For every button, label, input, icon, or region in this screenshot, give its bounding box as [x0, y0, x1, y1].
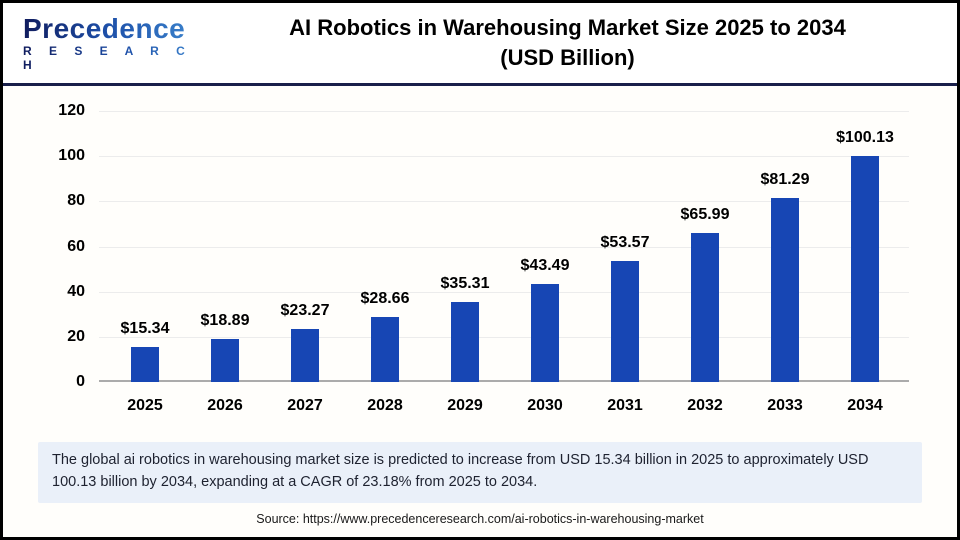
- bar-2030: [531, 283, 559, 382]
- gridline-20: [99, 336, 909, 338]
- x-tick-label-2025: 2025: [127, 397, 163, 414]
- bar-2031: [611, 261, 639, 382]
- bar-2033: [771, 198, 799, 382]
- x-tick-label-2033: 2033: [767, 397, 803, 414]
- bar-value-label-2033: $81.29: [760, 171, 810, 189]
- plot-area: 0 20 40 60 80 100 120 $15.34 2025 $18.89 2026 $23.2…: [58, 102, 909, 414]
- bar-value-label-2028: $28.66: [360, 290, 410, 308]
- chart-title-line-1: AI Robotics in Warehousing Market Size 2…: [289, 15, 846, 41]
- bar-value-label-2025: $15.34: [120, 320, 170, 338]
- bar-2034: [851, 155, 879, 382]
- x-tick-label-2026: 2026: [207, 397, 243, 414]
- y-tick-label-20: 20: [67, 327, 85, 345]
- bar-value-label-2029: $35.31: [440, 275, 490, 293]
- gridline-120: [99, 111, 909, 112]
- bar-value-label-2032: $65.99: [680, 205, 730, 223]
- bar-value-label-2031: $53.57: [600, 234, 650, 252]
- x-tick-label-2029: 2029: [447, 397, 483, 414]
- y-tick-label-100: 100: [58, 147, 85, 165]
- bar-2027: [291, 329, 319, 382]
- gridline-40: [99, 291, 909, 293]
- x-tick-label-2028: 2028: [367, 397, 403, 414]
- y-tick-label-0: 0: [76, 373, 85, 390]
- gridline-60: [99, 246, 909, 248]
- bar-chart: 0 20 40 60 80 100 120 $15.34 2025 $18.89 2026 $23.2…: [3, 86, 957, 438]
- x-axis-line: [99, 380, 909, 382]
- x-tick-label-2034: 2034: [847, 397, 883, 414]
- bar-value-label-2027: $23.27: [280, 302, 330, 320]
- bar-2025: [131, 347, 159, 382]
- bar-2029: [451, 302, 479, 382]
- gridline-100: [99, 156, 909, 158]
- source-line: Source: https://www.precedenceresearch.c…: [256, 511, 704, 526]
- summary-note: The global ai robotics in warehousing ma…: [38, 442, 922, 503]
- y-tick-label-40: 40: [67, 282, 85, 300]
- chart-title-line-2: (USD Billion): [500, 45, 635, 70]
- x-tick-label-2027: 2027: [287, 397, 323, 414]
- x-tick-label-2032: 2032: [687, 397, 723, 414]
- y-tick-label-120: 120: [58, 102, 85, 119]
- bar-2026: [211, 339, 239, 382]
- chart-title: AI Robotics in Warehousing Market Size 2…: [208, 13, 957, 72]
- bar-2028: [371, 317, 399, 382]
- precedence-research-logo: Precedence R E S E A R C H: [3, 13, 208, 72]
- logo-sub-text: R E S E A R C H: [23, 44, 208, 72]
- logo-brand-text: Precedence: [23, 13, 208, 43]
- bar-value-label-2026: $18.89: [200, 312, 250, 330]
- bar-value-label-2034: $100.13: [836, 128, 894, 146]
- y-tick-label-60: 60: [67, 237, 85, 255]
- bar-value-label-2030: $43.49: [520, 256, 570, 274]
- gridline-80: [99, 201, 909, 203]
- header: Precedence R E S E A R C H AI Robotics i…: [3, 3, 957, 86]
- x-tick-label-2030: 2030: [527, 397, 563, 414]
- y-tick-label-80: 80: [67, 192, 85, 210]
- bar-2032: [691, 232, 719, 382]
- x-tick-label-2031: 2031: [607, 397, 643, 414]
